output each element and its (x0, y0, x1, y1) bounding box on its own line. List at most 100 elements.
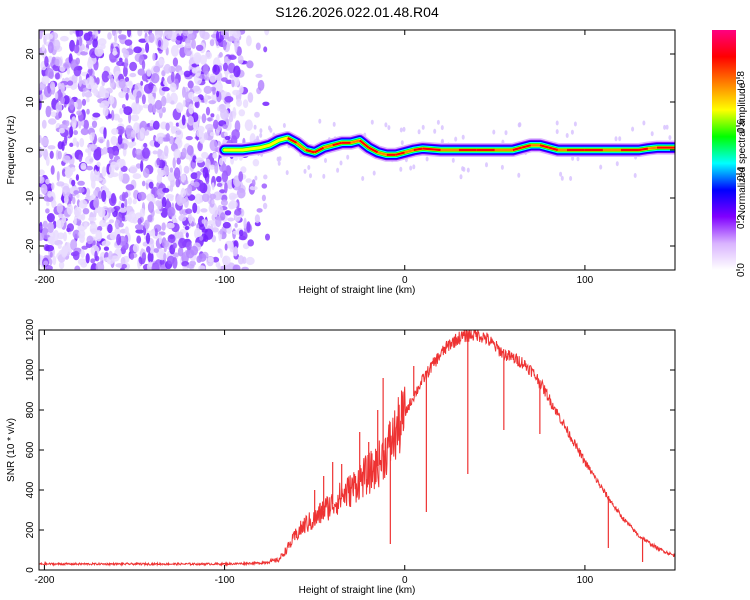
noise-blob (135, 163, 142, 169)
noise-blob (192, 85, 201, 92)
noise-blob (173, 167, 181, 180)
noise-blob (99, 219, 107, 228)
noise-blob (201, 31, 210, 40)
noise-blob (199, 132, 206, 144)
noise-blob (184, 42, 193, 49)
noise-blob (177, 246, 184, 257)
noise-blob (253, 124, 257, 130)
noise-blob (278, 156, 282, 162)
noise-blob (80, 249, 85, 258)
noise-blob (55, 219, 65, 229)
noise-blob (187, 80, 194, 89)
noise-blob (102, 146, 108, 155)
noise-blob (224, 182, 228, 194)
noise-blob (251, 179, 256, 187)
noise-blob (224, 68, 229, 79)
noise-blob (211, 199, 215, 205)
noise-blob (110, 255, 120, 262)
colorbar-tick-label: 0.4 (736, 167, 747, 181)
noise-blob (361, 176, 365, 181)
noise-blob (262, 202, 268, 210)
noise-blob (123, 65, 128, 77)
noise-blob (73, 130, 78, 136)
noise-blob (124, 76, 130, 83)
noise-blob (134, 224, 144, 230)
noise-blob (74, 265, 81, 270)
noise-blob (52, 255, 57, 266)
noise-blob (324, 158, 327, 163)
noise-blob (143, 130, 150, 136)
noise-blob (106, 190, 112, 199)
noise-blob (48, 118, 57, 125)
noise-blob (127, 197, 133, 205)
noise-blob (451, 157, 455, 163)
noise-blob (89, 158, 94, 163)
noise-blob (232, 247, 239, 257)
noise-blob (192, 155, 197, 164)
noise-blob (109, 77, 115, 89)
noise-blob (167, 255, 175, 265)
noise-blob (153, 248, 159, 253)
noise-blob (63, 95, 70, 105)
noise-blob (182, 30, 189, 37)
spectrogram-xtick-label: -200 (34, 275, 54, 286)
noise-blob (197, 141, 203, 152)
noise-blob (182, 99, 186, 108)
noise-blob (95, 77, 100, 85)
noise-blob (129, 72, 137, 78)
noise-blob (69, 39, 76, 52)
noise-blob (60, 96, 66, 105)
noise-blob (163, 244, 167, 253)
noise-blob (213, 206, 218, 218)
noise-blob (219, 248, 223, 259)
noise-blob (238, 171, 244, 182)
noise-blob (234, 222, 238, 228)
noise-blob (78, 36, 83, 47)
noise-blob (663, 124, 667, 130)
noise-blob (147, 251, 154, 263)
figure-title: S126.2026.022.01.48.R04 (275, 4, 439, 20)
noise-blob (263, 174, 268, 180)
noise-blob (387, 125, 391, 131)
noise-blob (69, 126, 74, 138)
noise-blob (433, 128, 437, 134)
noise-blob (518, 122, 522, 128)
noise-blob (183, 70, 191, 78)
noise-blob (185, 136, 193, 141)
noise-blob (236, 46, 242, 57)
noise-blob (56, 171, 60, 182)
noise-blob (186, 145, 194, 156)
noise-blob (148, 181, 154, 189)
noise-blob (67, 80, 74, 86)
noise-blob (187, 184, 193, 195)
noise-blob (103, 257, 110, 262)
noise-blob (192, 202, 198, 214)
noise-blob (242, 99, 249, 108)
noise-blob (80, 261, 88, 268)
noise-blob (207, 117, 212, 122)
noise-blob (232, 89, 240, 96)
noise-blob (45, 208, 50, 214)
noise-blob (73, 44, 80, 54)
noise-blob (146, 126, 156, 131)
spectrogram-ridge (217, 131, 675, 162)
noise-blob (262, 101, 270, 107)
noise-blob (261, 183, 268, 189)
noise-blob (41, 44, 46, 52)
noise-blob (56, 181, 65, 187)
noise-blob (336, 167, 340, 173)
noise-blob (259, 128, 263, 134)
noise-blob (81, 98, 87, 106)
noise-blob (170, 45, 179, 57)
noise-blob (400, 140, 404, 146)
noise-blob (66, 203, 73, 215)
noise-blob (194, 193, 203, 205)
noise-blob (89, 223, 98, 235)
noise-blob (132, 243, 140, 253)
noise-blob (277, 160, 281, 166)
noise-blob (222, 255, 231, 266)
noise-blob (247, 239, 254, 247)
noise-blob (204, 76, 210, 81)
noise-blob (80, 162, 87, 170)
noise-blob (123, 106, 133, 116)
